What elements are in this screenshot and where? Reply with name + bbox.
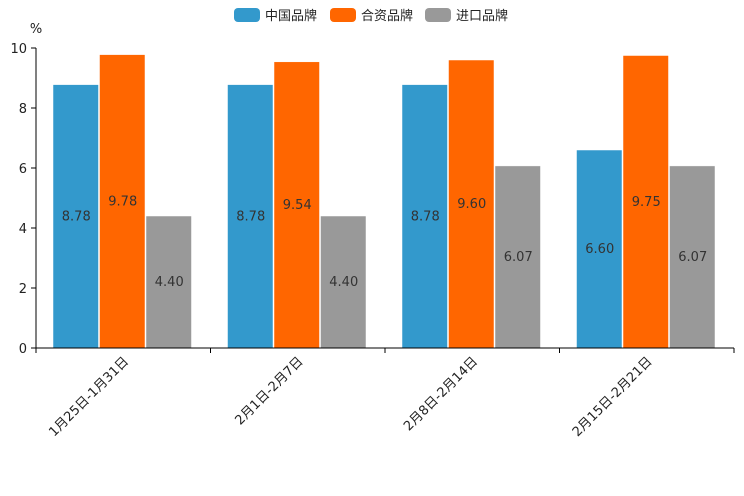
- data-label-2-1: 9.78: [108, 194, 137, 209]
- data-label-2-3: 9.60: [457, 197, 486, 212]
- legend-label-3[interactable]: 进口品牌: [456, 8, 508, 24]
- bar-2-3[interactable]: [448, 59, 495, 349]
- y-axis-unit-label: %: [30, 22, 42, 37]
- legend-swatch-3[interactable]: [425, 8, 451, 22]
- data-label-3-4: 6.07: [678, 250, 707, 265]
- x-tick-label: 2月8日-2月14日: [401, 354, 481, 434]
- y-tick-label: 10: [10, 42, 27, 57]
- x-axis: 1月25日-1月31日 2月1日-2月7日 2月8日-2月14日 2月15日-2月21…: [35, 347, 735, 440]
- data-label-2-4: 9.75: [632, 195, 661, 210]
- x-tick-label: 2月15日-2月21日: [570, 354, 656, 440]
- y-tick-label: 8: [19, 102, 27, 117]
- y-tick-label: 2: [19, 282, 27, 297]
- x-tick-label: 2月1日-2月7日: [232, 354, 306, 428]
- data-label-3-2: 4.40: [329, 275, 358, 290]
- bar-1-3[interactable]: [401, 84, 448, 349]
- data-label-1-3: 8.78: [411, 209, 440, 224]
- data-label-1-1: 8.78: [62, 209, 91, 224]
- y-tick-label: 6: [19, 162, 27, 177]
- bar-3-2[interactable]: [320, 215, 367, 349]
- legend: 中国品牌 合资品牌 进口品牌: [234, 8, 508, 24]
- data-label-1-4: 6.60: [585, 242, 614, 257]
- data-label-3-3: 6.07: [504, 250, 533, 265]
- bar-2-4[interactable]: [622, 55, 669, 349]
- x-tick-label: 1月25日-1月31日: [46, 354, 132, 440]
- bar-2-2[interactable]: [273, 61, 320, 349]
- bar-3-1[interactable]: [145, 215, 192, 349]
- y-tick-label: 0: [19, 342, 27, 357]
- y-tick-label: 4: [19, 222, 27, 237]
- bar-2-1[interactable]: [99, 54, 146, 349]
- bar-1-4[interactable]: [576, 149, 623, 349]
- data-label-1-2: 8.78: [236, 209, 265, 224]
- bars: [52, 54, 716, 349]
- bar-3-4[interactable]: [669, 165, 716, 349]
- data-label-2-2: 9.54: [283, 198, 312, 213]
- legend-swatch-2[interactable]: [330, 8, 356, 22]
- bar-3-3[interactable]: [494, 165, 541, 349]
- y-axis: 0 2 4 6 8 10: [10, 42, 37, 357]
- bar-1-2[interactable]: [227, 84, 274, 349]
- legend-swatch-1[interactable]: [234, 8, 260, 22]
- data-labels: 8.78 9.78 4.40 8.78 9.54 4.40 8.78 9.60 6.07 6.60…: [62, 194, 707, 290]
- legend-label-1[interactable]: 中国品牌: [265, 8, 317, 24]
- data-label-3-1: 4.40: [155, 275, 184, 290]
- legend-label-2[interactable]: 合资品牌: [361, 8, 413, 24]
